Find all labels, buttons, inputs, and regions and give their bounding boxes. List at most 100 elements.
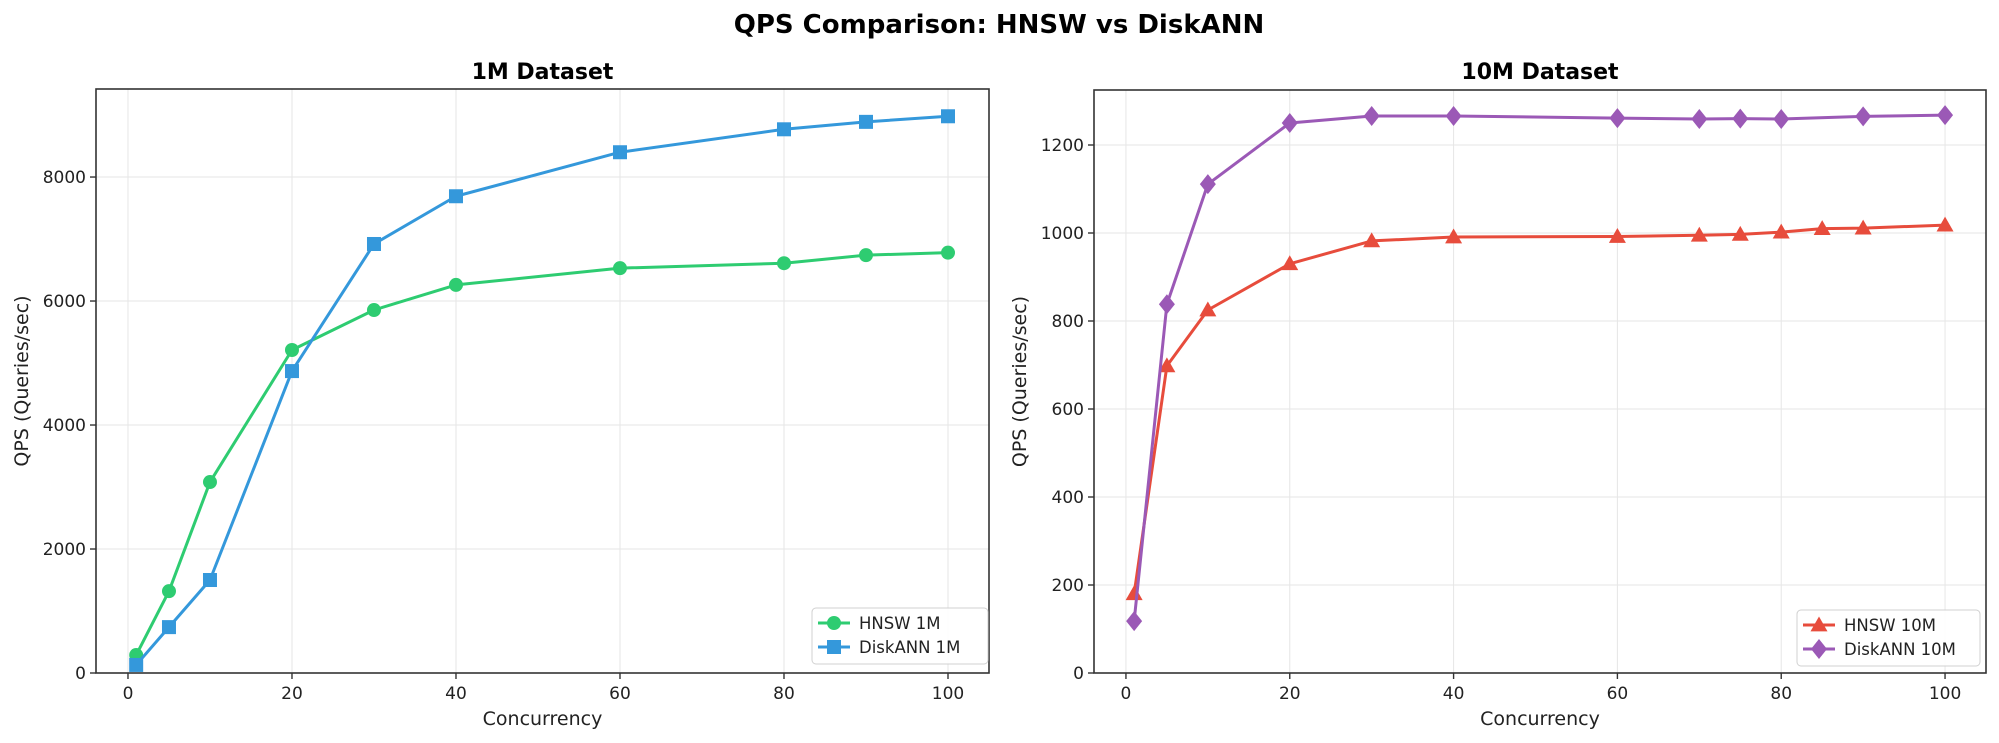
- x-tick-label: 60: [609, 684, 631, 704]
- legend-item: HNSW 10M: [1803, 616, 1936, 635]
- series-diskann-1m: [129, 109, 955, 672]
- data-point: [1125, 585, 1143, 601]
- legend-label: HNSW 1M: [859, 614, 941, 633]
- legend-box: [811, 607, 989, 665]
- x-tick-label: 100: [932, 684, 964, 704]
- data-point: [1363, 232, 1381, 248]
- data-point: [448, 189, 463, 204]
- data-point: [1158, 294, 1175, 315]
- y-tick-label: 1200: [1041, 136, 1084, 156]
- data-point: [1691, 109, 1708, 130]
- plot-area: [1094, 90, 1986, 673]
- data-point: [202, 475, 217, 490]
- data-point: [1732, 108, 1749, 129]
- y-tick-label: 4000: [43, 416, 86, 436]
- data-point: [129, 657, 144, 672]
- data-point: [284, 364, 299, 379]
- series-diskann-10m: [1126, 105, 1954, 632]
- y-axis-label: QPS (Queries/sec): [11, 295, 33, 466]
- data-point: [1158, 357, 1176, 373]
- data-point: [1445, 228, 1463, 244]
- legend: HNSW 1M DiskANN 1M: [811, 607, 989, 665]
- legend-marker: [1811, 639, 1827, 659]
- subplot-title: 1M Dataset: [472, 60, 614, 85]
- plot-area: [96, 89, 989, 673]
- data-point: [1126, 611, 1143, 632]
- y-axis-label: QPS (Queries/sec): [1009, 296, 1031, 467]
- data-point: [612, 261, 627, 276]
- data-point: [858, 248, 873, 263]
- data-point: [1936, 216, 1954, 232]
- y-tick-label: 8000: [43, 168, 86, 188]
- legend-label: DiskANN 1M: [859, 638, 960, 657]
- legend-label: DiskANN 10M: [1844, 640, 1956, 659]
- subplot-title: 10M Dataset: [1461, 60, 1619, 85]
- data-point: [1772, 223, 1790, 239]
- legend-item: DiskANN 1M: [818, 638, 960, 657]
- y-tick-label: 2000: [43, 540, 86, 560]
- data-point: [1608, 228, 1626, 243]
- legend-item: HNSW 1M: [818, 614, 941, 633]
- data-point: [161, 620, 176, 635]
- data-point: [1773, 109, 1790, 130]
- data-point: [161, 584, 176, 599]
- y-tick-label: 1000: [1041, 224, 1084, 244]
- axes-frame: [1093, 89, 1987, 674]
- y-tick-label: 6000: [43, 292, 86, 312]
- y-tick-label: 600: [1052, 400, 1084, 420]
- data-point: [940, 109, 955, 124]
- chart-1m-dataset: 0 20 40 60 80 100 0 2000 4000 6000 8000 1M Dataset C…: [11, 60, 990, 730]
- x-tick-label: 80: [1770, 684, 1792, 704]
- legend-marker: [827, 616, 841, 630]
- x-axis-label: Concurrency: [1480, 708, 1600, 730]
- y-tick-label: 400: [1052, 488, 1084, 508]
- x-tick-label: 0: [1121, 684, 1132, 704]
- x-axis-label: Concurrency: [483, 708, 603, 730]
- data-point: [776, 122, 791, 137]
- data-point: [1199, 174, 1216, 195]
- data-point: [366, 303, 381, 318]
- x-tick-label: 100: [1929, 684, 1961, 704]
- data-point: [1609, 108, 1626, 129]
- series-line: [134, 251, 949, 656]
- legend-marker: [827, 640, 841, 654]
- x-tick-label: 80: [773, 684, 795, 704]
- y-tick-label: 0: [1073, 664, 1084, 684]
- data-point: [448, 277, 463, 292]
- y-tick-label: 800: [1052, 312, 1084, 332]
- data-point: [1445, 105, 1462, 126]
- data-point: [776, 256, 791, 271]
- y-tick-label: 200: [1052, 576, 1084, 596]
- x-tick-label: 0: [123, 684, 134, 704]
- data-point: [1731, 225, 1749, 241]
- data-point: [1281, 255, 1299, 271]
- data-point: [1855, 106, 1872, 127]
- x-tick-label: 40: [445, 684, 467, 704]
- data-point: [202, 573, 217, 588]
- data-point: [366, 236, 381, 251]
- data-point: [940, 245, 955, 260]
- legend: HNSW 10M DiskANN 10M: [1796, 609, 1981, 667]
- data-point: [858, 114, 873, 129]
- y-tick-label: 0: [75, 664, 86, 684]
- series-hnsw-1m: [129, 245, 955, 663]
- data-point: [1281, 113, 1298, 133]
- x-tick-label: 40: [1443, 684, 1465, 704]
- legend-box: [1796, 609, 1981, 667]
- data-point: [1363, 105, 1380, 126]
- axes-frame: [95, 88, 990, 674]
- x-tick-label: 20: [281, 684, 303, 704]
- data-point: [1199, 301, 1217, 317]
- data-point: [284, 343, 299, 358]
- legend-marker: [1810, 616, 1828, 632]
- series-hnsw-10m: [1125, 216, 1954, 601]
- legend-item: DiskANN 10M: [1803, 639, 1956, 659]
- data-point: [1813, 220, 1831, 235]
- data-point: [612, 145, 627, 160]
- x-tick-label: 20: [1279, 684, 1301, 704]
- data-point: [1937, 105, 1954, 126]
- figure-title: QPS Comparison: HNSW vs DiskANN: [734, 10, 1265, 40]
- x-tick-label: 60: [1607, 684, 1629, 704]
